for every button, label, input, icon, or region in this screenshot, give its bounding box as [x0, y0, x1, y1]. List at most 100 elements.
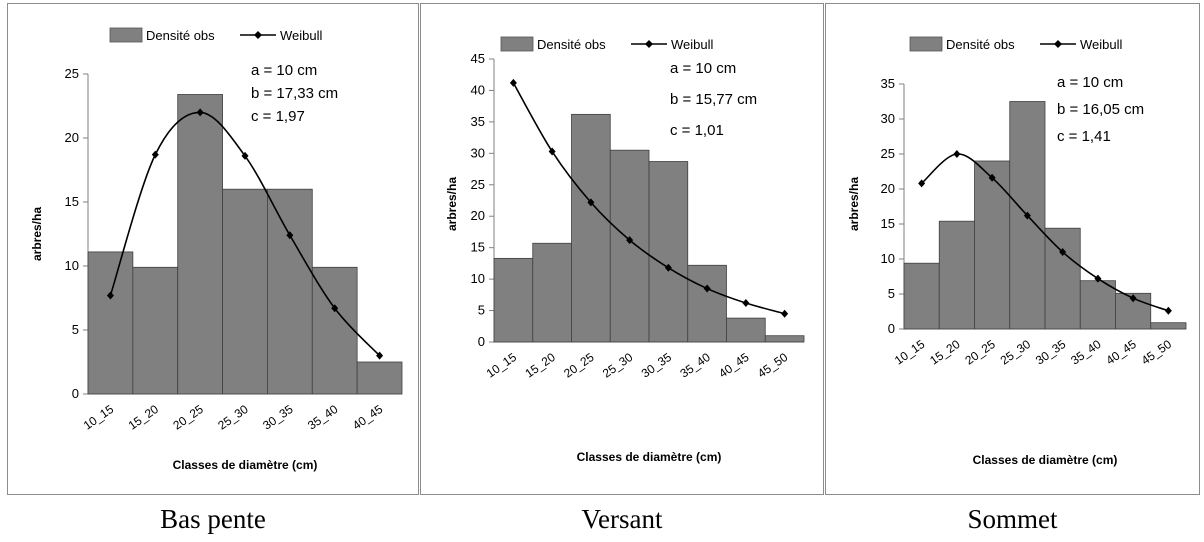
param-annotation: b = 15,77 cm	[670, 91, 757, 108]
weibull-point-35_40	[703, 284, 711, 293]
x-tick-label: 15_20	[522, 350, 558, 381]
chart-panel-bas-pente: Densité obs Weibull 0 5 10 15 20 25 10_15 15_20 20…	[7, 3, 419, 495]
bar-25_30	[609, 149, 650, 343]
bar-40_45	[356, 361, 403, 395]
bar-10_15	[493, 257, 534, 343]
y-tick-label: 25	[881, 146, 895, 161]
bar-35_40	[1079, 280, 1116, 330]
y-axis-title: arbres/ha	[445, 177, 459, 231]
legend: Densité obs Weibull	[909, 36, 1123, 52]
x-axis-title: Classes de diamètre (cm)	[173, 458, 318, 472]
x-tick-label: 25_30	[998, 337, 1034, 368]
chart-svg: Densité obs Weibull 0 5 10 15 20 25 10_15 15_20 20…	[30, 27, 403, 472]
weibull-point-45_50	[1164, 306, 1172, 315]
x-tick-label: 40_45	[716, 350, 752, 381]
y-tick-label: 40	[471, 82, 485, 97]
legend-swatch-bars	[500, 36, 534, 52]
y-tick-label: 20	[65, 130, 79, 145]
x-tick-label: 35_40	[677, 350, 713, 381]
x-tick-label: 15_20	[126, 402, 162, 433]
x-axis-title: Classes de diamètre (cm)	[577, 450, 722, 464]
caption-sommet: Sommet	[967, 504, 1058, 534]
weibull-point-25_30	[1023, 211, 1031, 220]
bar-25_30	[222, 188, 268, 395]
param-annotation: c = 1,41	[1057, 128, 1111, 145]
legend-label-line: Weibull	[280, 28, 323, 43]
bar-20_25	[974, 160, 1011, 330]
bar-40_45	[726, 317, 766, 343]
x-tick-label: 20_25	[561, 350, 597, 381]
bar-10_15	[87, 251, 134, 395]
x-tick-label: 40_45	[1103, 337, 1139, 368]
y-tick-label: 0	[72, 386, 79, 401]
weibull-point-40_45	[376, 351, 384, 360]
bar-35_40	[311, 266, 358, 395]
legend-swatch-bars	[909, 36, 943, 52]
bar-30_35	[1044, 227, 1081, 330]
x-tick-label: 20_25	[962, 337, 998, 368]
y-tick-label: 25	[471, 177, 485, 192]
legend-label-bars: Densité obs	[537, 37, 606, 52]
weibull-point-20_25	[587, 198, 595, 207]
x-tick-label: 15_20	[927, 337, 963, 368]
x-tick-label: 10_15	[484, 350, 520, 381]
weibull-point-25_30	[241, 151, 249, 160]
weibull-point-30_35	[664, 263, 672, 272]
weibull-point-10_15	[918, 179, 926, 188]
x-tick-label: 30_35	[639, 350, 675, 381]
legend-marker	[254, 31, 262, 39]
y-tick-label: 0	[478, 334, 485, 349]
x-tick-label: 25_30	[215, 402, 251, 433]
weibull-point-10_15	[106, 291, 114, 300]
weibull-point-40_45	[1129, 294, 1137, 303]
chart-svg: Densité obs Weibull 0 5 10 15 20 25 30 35 10_15 15_…	[847, 36, 1187, 467]
legend-swatch-bars	[109, 27, 143, 43]
y-tick-label: 35	[881, 76, 895, 91]
weibull-point-20_25	[988, 173, 996, 182]
legend-label-bars: Densité obs	[146, 28, 215, 43]
x-tick-label: 30_35	[1033, 337, 1069, 368]
y-tick-label: 45	[471, 51, 485, 66]
param-annotation: a = 10 cm	[1057, 74, 1123, 91]
legend: Densité obs Weibull	[500, 36, 714, 52]
param-annotation: b = 17,33 cm	[251, 85, 338, 102]
y-tick-label: 30	[471, 145, 485, 160]
weibull-point-10_15	[509, 78, 517, 87]
legend-marker	[645, 40, 653, 48]
weibull-point-15_20	[548, 147, 556, 156]
y-tick-label: 15	[65, 194, 79, 209]
weibull-point-35_40	[1094, 274, 1102, 283]
bar-20_25	[571, 113, 611, 343]
weibull-point-30_35	[286, 231, 294, 240]
caption-versant: Versant	[581, 504, 663, 534]
param-annotation: b = 16,05 cm	[1057, 101, 1144, 118]
bar-30_35	[267, 188, 313, 395]
y-axis-title: arbres/ha	[847, 177, 861, 231]
bar-20_25	[177, 94, 223, 395]
bar-15_20	[532, 242, 572, 343]
weibull-point-30_35	[1059, 248, 1067, 256]
y-tick-label: 5	[478, 303, 485, 318]
y-tick-label: 5	[72, 322, 79, 337]
x-tick-label: 30_35	[260, 402, 296, 433]
y-axis-title: arbres/ha	[30, 207, 44, 261]
y-tick-label: 10	[471, 271, 485, 286]
legend: Densité obs Weibull	[109, 27, 323, 43]
y-tick-label: 35	[471, 114, 485, 129]
param-annotation: a = 10 cm	[670, 60, 736, 77]
bar-45_50	[764, 335, 805, 343]
x-tick-label: 35_40	[305, 402, 341, 433]
x-tick-label: 45_50	[755, 350, 791, 381]
bar-15_20	[132, 266, 179, 395]
weibull-point-20_25	[196, 108, 204, 117]
bar-45_50	[1150, 322, 1187, 330]
y-tick-label: 20	[881, 181, 895, 196]
y-tick-label: 15	[881, 216, 895, 231]
weibull-point-15_20	[953, 150, 961, 158]
weibull-point-40_45	[742, 299, 750, 308]
chart-panel-sommet: Densité obs Weibull 0 5 10 15 20 25 30 35 10_15 15_…	[825, 3, 1200, 495]
x-tick-label: 10_15	[81, 402, 117, 433]
y-tick-label: 10	[881, 251, 895, 266]
x-tick-label: 45_50	[1139, 337, 1175, 368]
chart-svg: Densité obs Weibull 0 5 10 15 20 25 30 35 40 45 10_1…	[445, 36, 805, 464]
